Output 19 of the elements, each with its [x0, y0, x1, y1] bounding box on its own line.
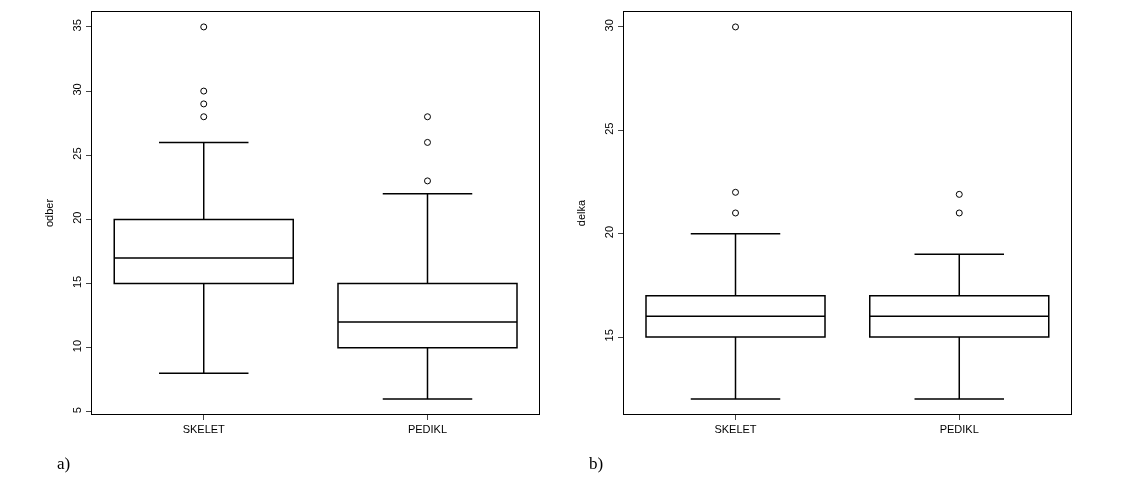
y-tick-label: 30: [71, 83, 84, 96]
text: b): [589, 454, 604, 473]
y-tick-label: 30: [603, 19, 616, 32]
y-tick-label: 20: [603, 225, 616, 239]
y-tick-label: 20: [71, 211, 84, 224]
y-tick-label: 5: [71, 407, 84, 414]
x-tick-label: PEDIKL: [407, 423, 448, 436]
x-tick-label: SKELET: [182, 423, 226, 436]
x-tick-label: SKELET: [714, 423, 757, 436]
text: a): [57, 454, 71, 473]
x-tick-label: PEDIKL: [939, 423, 979, 436]
y-tick-label: 25: [71, 147, 84, 160]
y-tick-label: 15: [603, 329, 616, 342]
y-tick-label: 25: [603, 122, 616, 135]
y-tick-label: 15: [71, 275, 84, 289]
y-axis-title: odber: [43, 198, 56, 228]
y-tick-label: 35: [71, 19, 84, 32]
y-axis-title: delka: [574, 198, 587, 227]
y-tick-label: 10: [71, 339, 84, 353]
